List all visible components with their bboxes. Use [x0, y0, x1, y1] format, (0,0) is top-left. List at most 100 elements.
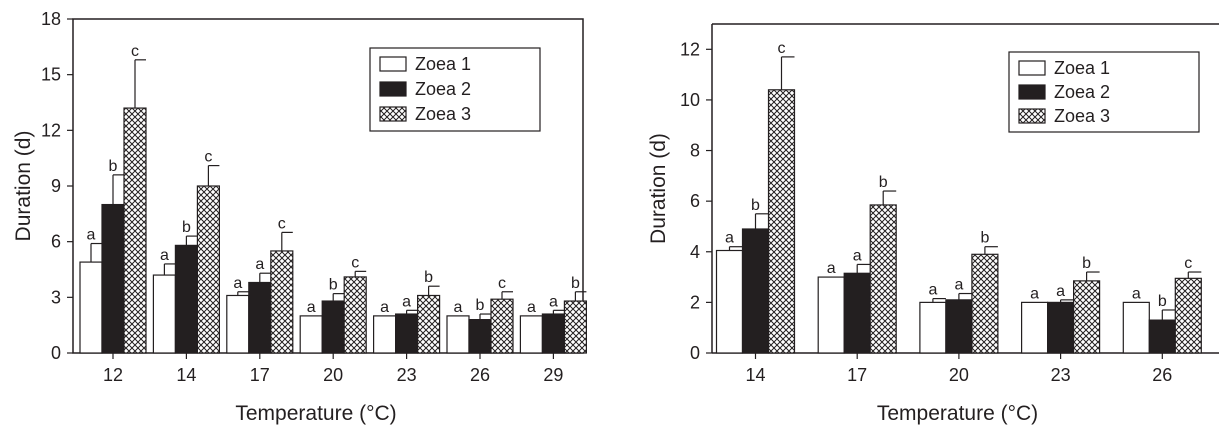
significance-label: a [307, 299, 316, 316]
bar [101, 203, 125, 354]
x-tick-label: 20 [949, 365, 969, 385]
bar [373, 315, 397, 354]
significance-label: b [751, 197, 760, 214]
significance-label: a [1056, 283, 1065, 300]
y-tick-label: 6 [690, 191, 700, 211]
significance-label: a [255, 256, 264, 273]
bar [541, 313, 566, 354]
significance-label: b [476, 297, 485, 314]
y-tick-label: 2 [690, 292, 700, 312]
legend-swatch [1018, 84, 1046, 100]
bar [1174, 277, 1202, 354]
bar [715, 249, 744, 354]
significance-label: a [402, 293, 411, 310]
bar [321, 300, 345, 354]
y-tick-label: 8 [690, 141, 700, 161]
legend-swatch [379, 106, 407, 122]
x-tick-label: 20 [323, 365, 343, 385]
significance-label: a [160, 247, 169, 264]
significance-label: b [182, 219, 191, 236]
significance-label: a [928, 282, 937, 299]
y-axis-label: Duration (d) [12, 131, 35, 242]
legend-label: Zoea 2 [415, 79, 471, 99]
legend-label: Zoea 3 [1054, 106, 1110, 126]
bar [490, 298, 514, 354]
bar [741, 228, 770, 354]
significance-label: b [109, 158, 118, 175]
y-tick-label: 0 [51, 343, 61, 363]
bar [519, 315, 544, 354]
significance-label: a [954, 277, 963, 294]
legend-swatch [379, 56, 407, 72]
significance-label: b [1158, 293, 1167, 310]
significance-label: c [498, 275, 506, 292]
bar [817, 276, 845, 354]
significance-label: a [380, 299, 389, 316]
y-tick-label: 9 [51, 176, 61, 196]
bar [468, 319, 492, 354]
legend-swatch [1018, 60, 1046, 76]
x-axis-label: Temperature (°C) [877, 402, 1038, 425]
legend-label: Zoea 2 [1054, 82, 1110, 102]
bar [417, 294, 441, 354]
bar [270, 250, 294, 354]
significance-label: a [725, 230, 734, 247]
bar [343, 276, 367, 354]
legend-swatch [379, 81, 407, 97]
bar [767, 89, 796, 354]
legend-label: Zoea 1 [415, 54, 471, 74]
significance-label: c [204, 149, 212, 166]
y-tick-label: 10 [680, 90, 700, 110]
y-axis-label: Duration (d) [647, 133, 670, 244]
y-tick-label: 15 [41, 65, 61, 85]
bar [919, 301, 947, 354]
bar [971, 253, 999, 354]
bar [395, 313, 419, 354]
significance-label: a [454, 299, 463, 316]
bar [123, 107, 147, 354]
significance-label: a [549, 293, 558, 310]
bar [226, 294, 250, 354]
chart-1: 0 3 6 9 12 15 18 Duration (d) Temperature (°C) 12… [12, 9, 588, 425]
y-tick-label: 12 [41, 120, 61, 140]
y-tick-label: 18 [41, 9, 61, 29]
x-tick-label: 26 [1152, 365, 1172, 385]
significance-label: b [1082, 255, 1091, 272]
legend-label: Zoea 1 [1054, 58, 1110, 78]
y-tick-label: 12 [680, 39, 700, 59]
bar [196, 185, 220, 354]
bar [563, 300, 588, 354]
x-tick-label: 17 [250, 365, 270, 385]
significance-label: a [233, 275, 242, 292]
bar [446, 315, 470, 354]
bar [1148, 319, 1176, 354]
significance-label: b [571, 275, 580, 292]
x-tick-label: 23 [397, 365, 417, 385]
significance-label: a [827, 260, 836, 277]
bar [299, 315, 323, 354]
y-tick-label: 6 [51, 232, 61, 252]
significance-label: a [527, 299, 536, 316]
bar [79, 261, 103, 354]
bar [174, 244, 198, 354]
y-tick-label: 4 [690, 242, 700, 262]
bar [248, 281, 272, 354]
x-tick-label: 23 [1051, 365, 1071, 385]
y-tick-label: 0 [690, 343, 700, 363]
significance-label: a [1030, 285, 1039, 302]
bar [152, 274, 176, 354]
legend-swatch [1018, 108, 1046, 124]
x-tick-label: 29 [543, 365, 563, 385]
significance-label: a [1132, 285, 1141, 302]
x-tick-label: 26 [470, 365, 490, 385]
significance-label: b [329, 277, 338, 294]
bar [869, 204, 897, 354]
significance-label: c [1184, 255, 1192, 272]
x-tick-label: 14 [745, 365, 765, 385]
significance-label: a [87, 227, 96, 244]
significance-label: b [980, 230, 989, 247]
bar [945, 299, 973, 354]
significance-label: c [351, 254, 359, 271]
bar [1072, 280, 1101, 354]
